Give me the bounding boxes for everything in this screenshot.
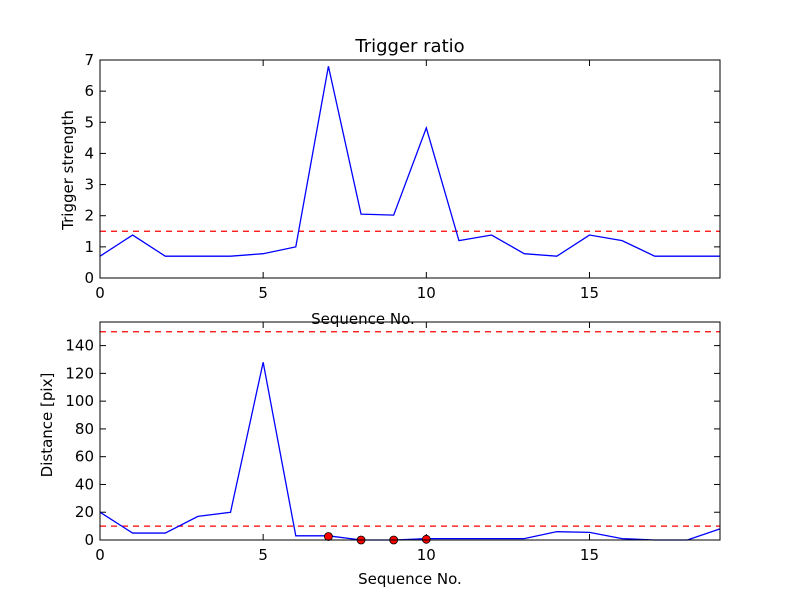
y-axis-label: Distance [pix] — [38, 373, 56, 478]
plot-frame — [99, 59, 721, 279]
x-axis-label: Sequence No. — [358, 570, 462, 588]
y-tick-label: 7 — [84, 51, 94, 69]
x-axis-label: Sequence No. — [311, 310, 415, 328]
y-tick-label: 2 — [84, 207, 94, 225]
x-tick-label: 0 — [95, 284, 105, 302]
y-tick-label: 3 — [84, 176, 94, 194]
x-tick-label: 15 — [580, 284, 599, 302]
tick-group: 0 5 10 15 0 20 40 60 80 100 120 140 — [65, 322, 720, 564]
series-lines — [99, 66, 720, 257]
series-line — [99, 66, 720, 257]
x-tick-label: 15 — [580, 546, 599, 564]
x-tick-label: 10 — [417, 546, 436, 564]
y-tick-label: 120 — [65, 364, 94, 382]
series-lines — [99, 362, 721, 541]
plot-frame — [99, 321, 721, 541]
y-tick-label: 1 — [84, 238, 94, 256]
chart-title: Trigger ratio — [354, 36, 464, 57]
y-tick-label: 80 — [75, 420, 94, 438]
series-line — [99, 362, 721, 541]
x-tick-label: 5 — [258, 546, 268, 564]
y-tick-label: 20 — [75, 503, 94, 521]
y-tick-label: 4 — [84, 144, 94, 162]
y-tick-label: 0 — [84, 531, 94, 549]
y-tick-label: 60 — [75, 448, 94, 466]
y-tick-label: 40 — [75, 475, 94, 493]
x-tick-label: 5 — [258, 284, 268, 302]
y-tick-label: 6 — [84, 82, 94, 100]
y-axis-label: Trigger strength — [59, 110, 77, 231]
x-tick-label: 10 — [417, 284, 436, 302]
distance-chart: Sequence No. Distance [pix] 0 5 10 15 0 20 40 6… — [38, 321, 721, 588]
tick-group: 0 5 10 15 0 1 2 3 4 5 6 7 — [84, 51, 720, 302]
x-tick-label: 0 — [95, 546, 105, 564]
threshold-lines — [100, 331, 720, 527]
y-tick-label: 140 — [65, 337, 94, 355]
data-marker — [324, 532, 333, 541]
trigger-ratio-chart: Trigger ratio Sequence No. Trigger stren… — [59, 36, 721, 328]
data-marker — [421, 534, 431, 544]
y-tick-label: 100 — [65, 392, 94, 410]
y-tick-label: 5 — [84, 113, 94, 131]
y-tick-label: 0 — [84, 269, 94, 287]
